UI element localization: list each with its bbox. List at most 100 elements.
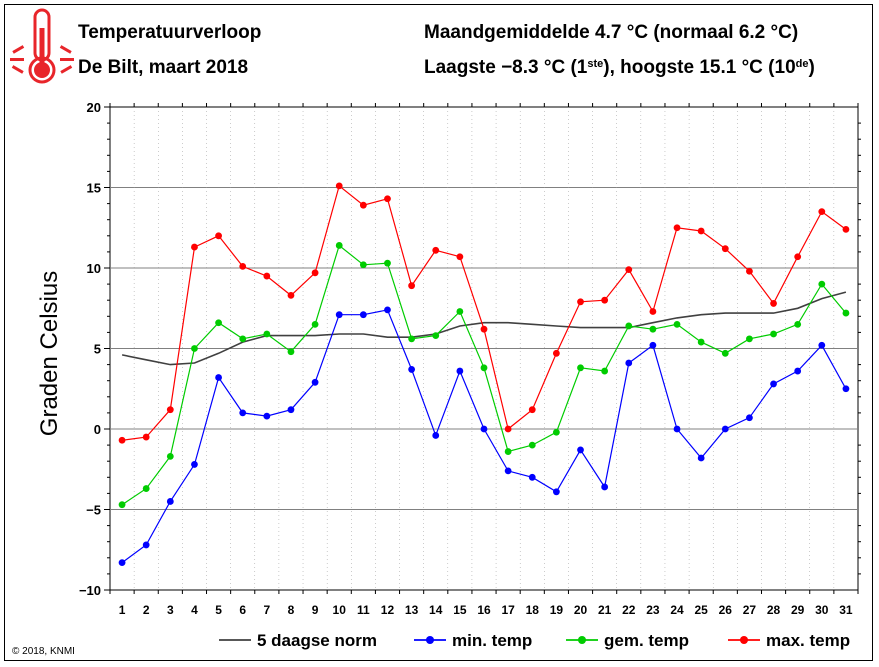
data-point-min: [601, 483, 609, 491]
data-point-mean: [552, 428, 560, 436]
y-tick-label: 20: [87, 100, 101, 115]
data-point-mean: [142, 485, 150, 492]
data-point-mean: [649, 325, 657, 333]
x-tick-label: 15: [453, 603, 467, 617]
data-point-min: [721, 425, 729, 433]
x-tick-label: 25: [694, 603, 708, 617]
x-tick-label: 18: [526, 603, 540, 617]
x-tick-label: 17: [501, 603, 515, 617]
data-point-max: [311, 269, 319, 277]
data-point-mean: [166, 452, 174, 460]
x-tick-label: 19: [550, 603, 564, 617]
data-point-max: [528, 406, 536, 414]
data-point-max: [287, 291, 295, 299]
x-tick-label: 13: [405, 603, 419, 617]
x-tick-label: 16: [477, 603, 491, 617]
data-point-mean: [528, 441, 536, 449]
y-tick-label: 10: [87, 261, 101, 276]
data-point-max: [191, 243, 198, 251]
data-point-mean: [770, 330, 777, 338]
x-tick-label: 5: [215, 603, 222, 617]
x-tick-label: 1: [119, 603, 126, 617]
data-point-max: [697, 227, 705, 235]
data-point-mean: [697, 338, 705, 346]
data-point-mean: [191, 345, 198, 352]
data-point-min: [528, 473, 536, 481]
data-point-mean: [818, 280, 826, 288]
copyright-text: © 2018, KNMI: [12, 646, 75, 657]
data-point-max: [673, 224, 681, 232]
data-point-max: [552, 349, 560, 357]
extremes-text-part: ): [808, 57, 815, 78]
x-tick-label: 20: [574, 603, 588, 617]
data-point-mean: [359, 261, 367, 269]
y-tick-label: 15: [87, 181, 101, 196]
data-point-mean: [239, 335, 247, 343]
x-tick-label: 11: [357, 603, 370, 617]
data-point-mean: [118, 501, 126, 509]
chart-title: Temperatuurverloop: [78, 22, 262, 43]
extremes-text-part: Laagste −8.3 °C (1: [424, 57, 588, 78]
data-point-min: [746, 414, 753, 422]
data-point-mean: [601, 367, 609, 375]
data-point-max: [504, 425, 512, 433]
x-tick-label: 24: [670, 603, 684, 617]
thermometer-icon: [10, 8, 74, 84]
data-point-mean: [432, 332, 440, 340]
data-point-max: [721, 245, 729, 253]
x-tick-label: 12: [381, 603, 395, 617]
data-point-min: [191, 461, 198, 468]
x-tick-label: 8: [288, 603, 295, 617]
x-tick-label: 14: [429, 603, 443, 617]
extremes-sup: ste: [587, 58, 604, 70]
legend-marker-max: [740, 636, 748, 644]
data-point-min: [794, 367, 802, 375]
x-tick-label: 10: [333, 603, 347, 617]
data-point-max: [263, 272, 271, 280]
data-point-min: [649, 341, 657, 349]
extremes-text: Laagste −8.3 °C (1ste), hoogste 15.1 °C …: [424, 57, 815, 79]
data-point-min: [432, 432, 440, 439]
data-point-max: [142, 433, 150, 441]
legend-marker-mean: [578, 636, 586, 644]
data-point-min: [215, 374, 222, 381]
y-axis-label: Graden Celsius: [36, 271, 63, 436]
data-point-mean: [673, 320, 681, 328]
data-point-max: [215, 232, 222, 240]
y-tick-label: 0: [94, 422, 101, 437]
x-tick-label: 3: [167, 603, 174, 617]
data-point-min: [408, 366, 416, 373]
data-point-min: [456, 367, 464, 375]
data-point-mean: [625, 322, 633, 330]
x-tick-label: 4: [191, 603, 198, 617]
x-tick-label: 9: [312, 603, 319, 617]
x-tick-label: 2: [143, 603, 150, 617]
data-point-max: [456, 253, 464, 261]
data-point-max: [118, 436, 126, 444]
data-point-min: [770, 380, 777, 388]
data-point-min: [166, 498, 174, 505]
data-point-min: [359, 311, 367, 319]
data-point-min: [504, 467, 512, 475]
data-point-min: [673, 425, 681, 433]
data-point-mean: [721, 349, 729, 357]
x-tick-label: 7: [263, 603, 270, 617]
data-point-min: [335, 311, 343, 319]
extremes-text-part: ), hoogste 15.1 °C (10: [603, 57, 796, 78]
data-point-max: [359, 201, 367, 209]
data-point-mean: [842, 309, 850, 317]
monthly-average-text: Maandgemiddelde 4.7 °C (normaal 6.2 °C): [424, 22, 799, 43]
chart-subtitle: De Bilt, maart 2018: [78, 57, 249, 78]
y-tick-label: −5: [86, 503, 101, 518]
legend-label-norm: 5 daagse norm: [257, 631, 377, 650]
x-tick-label: 31: [839, 603, 853, 617]
data-point-max: [746, 267, 753, 275]
data-point-min: [842, 385, 850, 393]
data-point-max: [408, 282, 416, 290]
data-point-min: [625, 359, 633, 367]
y-tick-label: 5: [94, 342, 101, 357]
data-point-mean: [287, 348, 295, 356]
x-tick-label: 22: [622, 603, 636, 617]
data-point-mean: [263, 330, 271, 338]
